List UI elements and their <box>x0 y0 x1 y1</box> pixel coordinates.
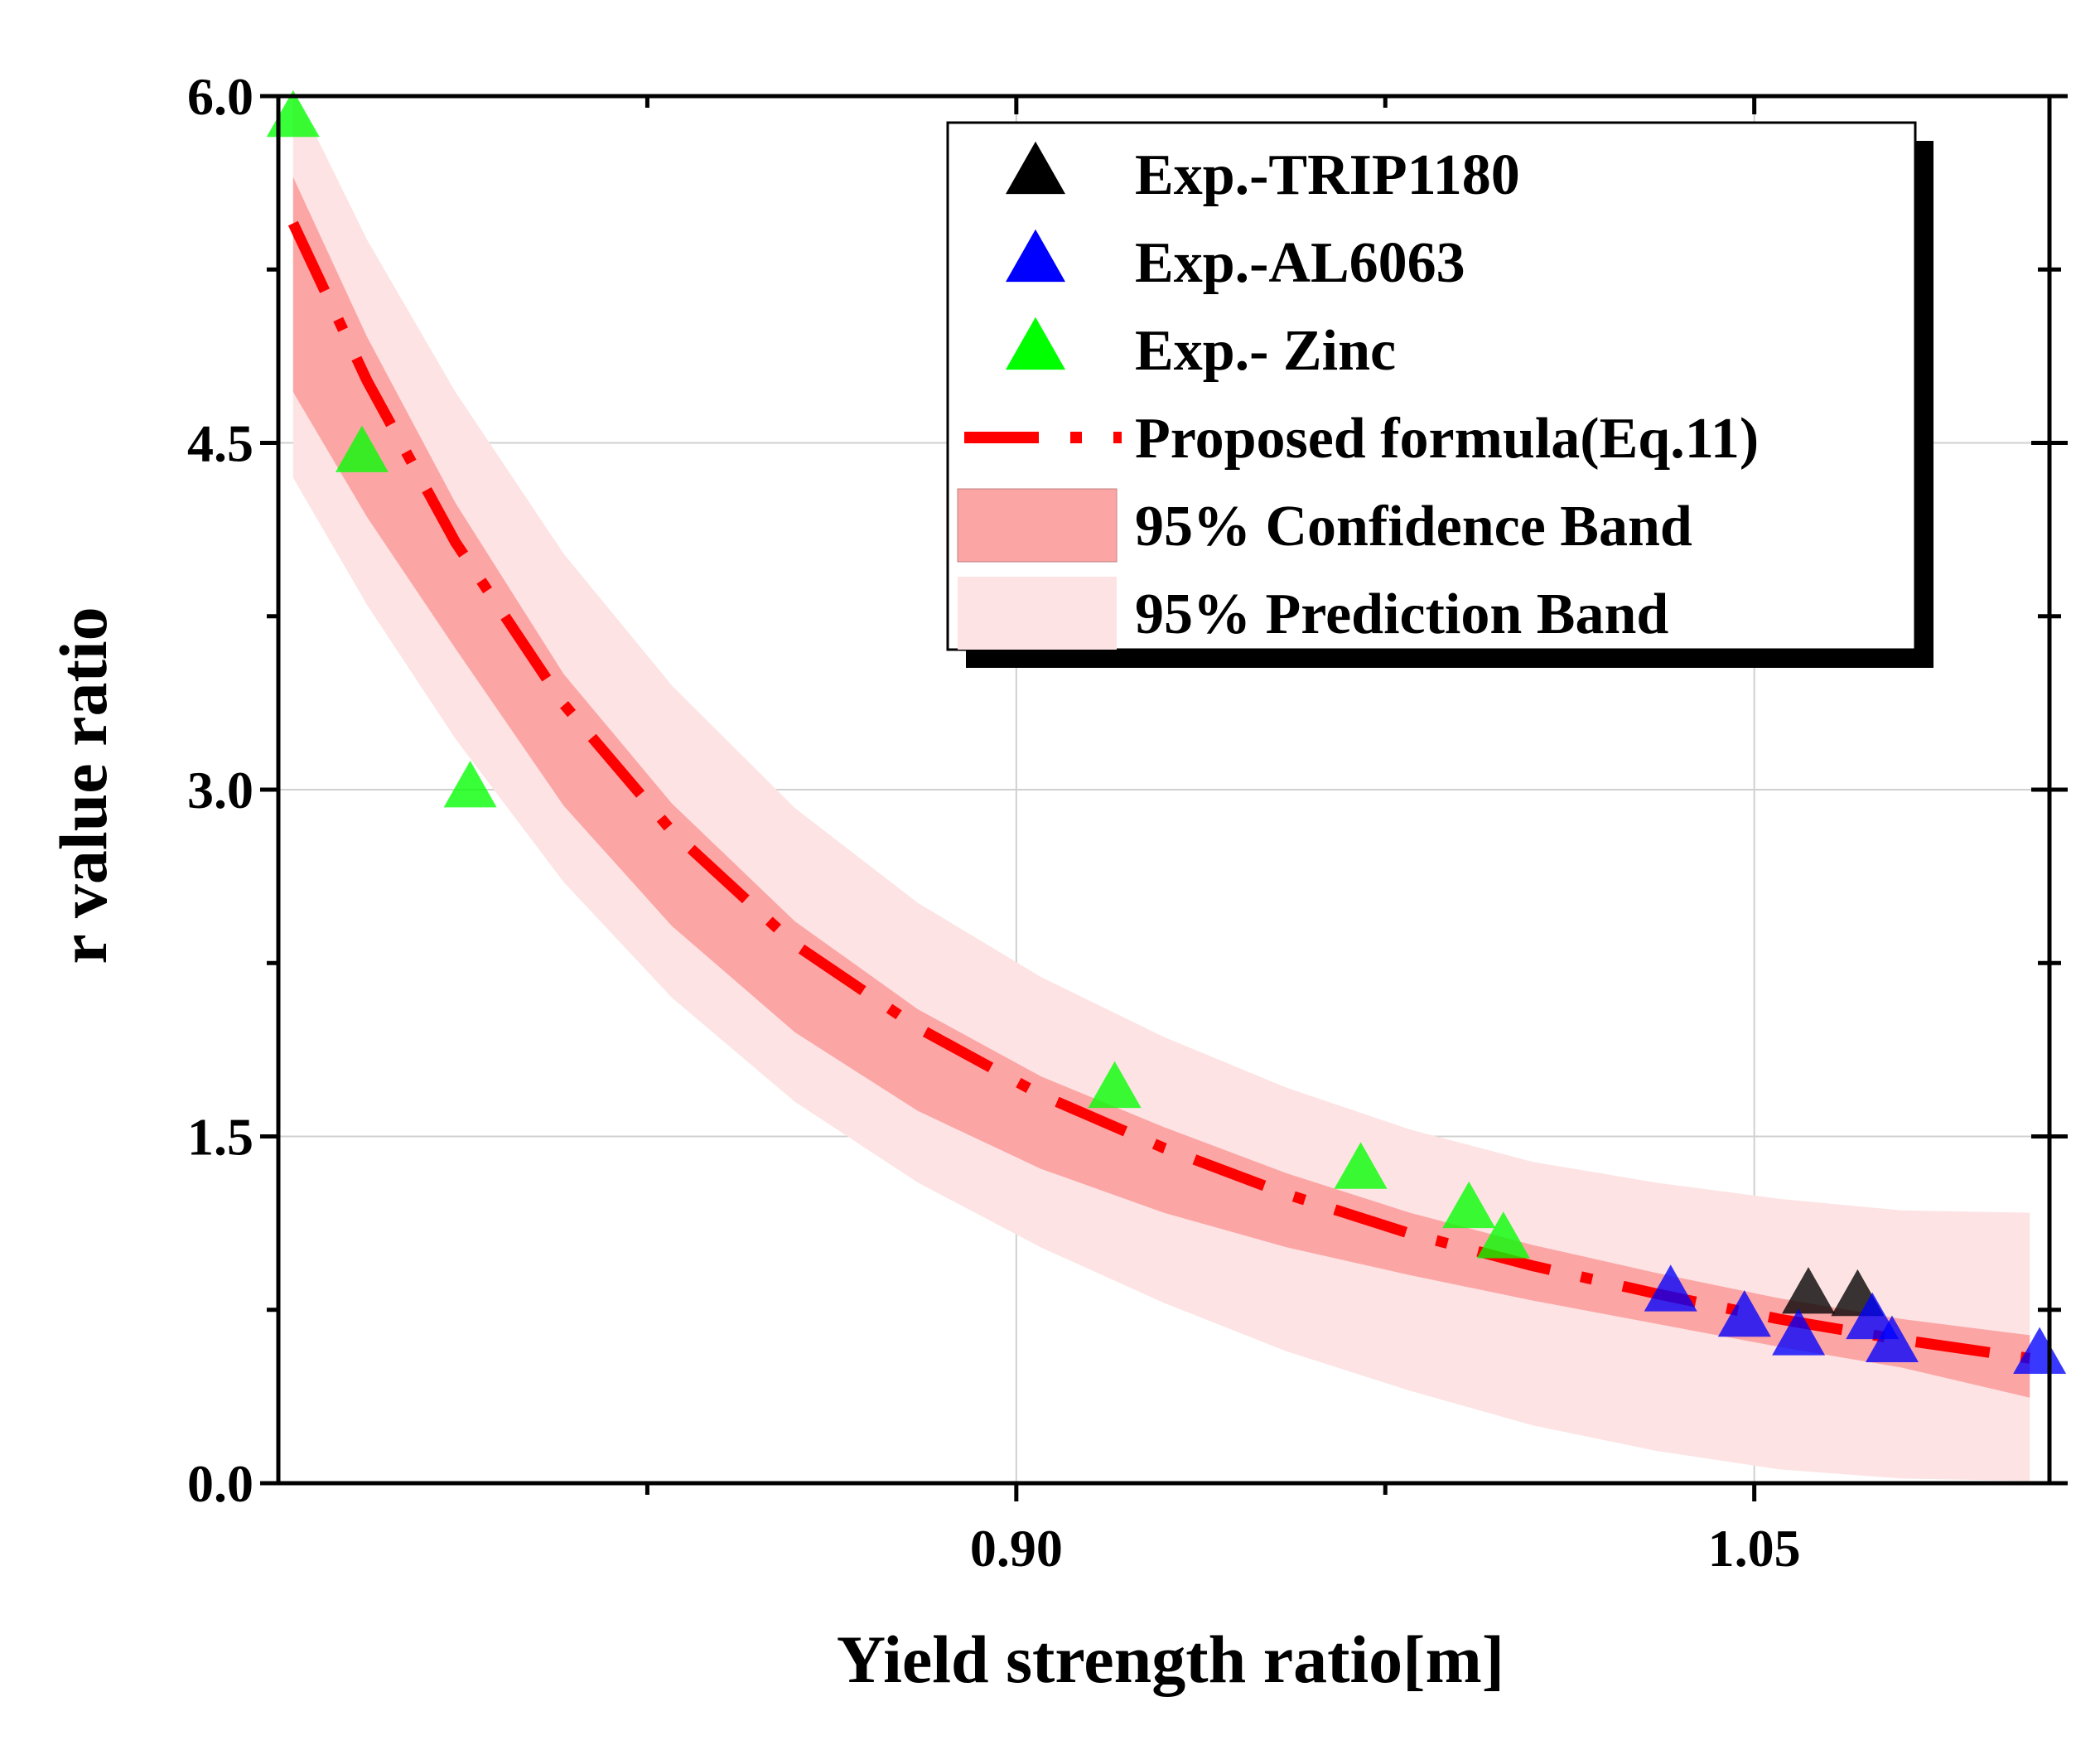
axes: 0.90 1.05 0.0 1.5 3.0 4.5 6.0 <box>187 67 2068 1578</box>
legend-marker <box>1006 141 1065 195</box>
marker-exp-al6063 <box>1772 1308 1826 1356</box>
legend-patch <box>958 577 1117 650</box>
y-tick-label: 1.5 <box>187 1108 253 1167</box>
x-tick-label: 1.05 <box>1708 1519 1801 1578</box>
y-tick-label: 0.0 <box>187 1454 253 1513</box>
legend-patch <box>957 488 1118 563</box>
legend: Exp.-TRIP1180 Exp.-AL6063 Exp.- Zinc Propos… <box>946 121 1933 668</box>
marker-exp-zinc <box>443 761 497 808</box>
y-tick-label: 4.5 <box>187 414 253 473</box>
marker-exp-al6063 <box>1717 1289 1771 1337</box>
x-axis-title: Yield strength ratio[m] <box>837 1622 1504 1697</box>
legend-label: 95% Confidence Band <box>1135 495 1692 558</box>
fit-curve <box>287 220 2031 1364</box>
legend-label: 95% Prediction Band <box>1135 583 1668 646</box>
y-tick-label: 6.0 <box>187 67 253 126</box>
y-axis-title: r value ratio <box>46 607 121 964</box>
marker-exp-al6063 <box>1865 1315 1919 1363</box>
marker-exp-zinc <box>1476 1211 1530 1259</box>
legend-marker <box>1006 317 1065 370</box>
legend-label: Proposed formula(Eq.11) <box>1135 407 1759 471</box>
markers <box>266 89 2067 1374</box>
legend-marker <box>1006 229 1065 283</box>
marker-exp-al6063 <box>2013 1327 2067 1374</box>
marker-exp-zinc <box>1334 1142 1388 1189</box>
legend-label: Exp.-AL6063 <box>1135 231 1465 295</box>
x-tick-label: 0.90 <box>970 1519 1063 1578</box>
marker-exp-trip1180 <box>1781 1267 1835 1314</box>
legend-label: Exp.-TRIP1180 <box>1135 143 1520 207</box>
fit-line <box>287 220 2031 1364</box>
y-tick-label: 3.0 <box>187 761 253 819</box>
marker-exp-zinc <box>1088 1061 1142 1109</box>
marker-exp-zinc <box>335 425 389 472</box>
marker-exp-zinc <box>1442 1181 1496 1229</box>
legend-label: Exp.- Zinc <box>1135 319 1396 383</box>
marker-exp-al6063 <box>1644 1264 1697 1312</box>
